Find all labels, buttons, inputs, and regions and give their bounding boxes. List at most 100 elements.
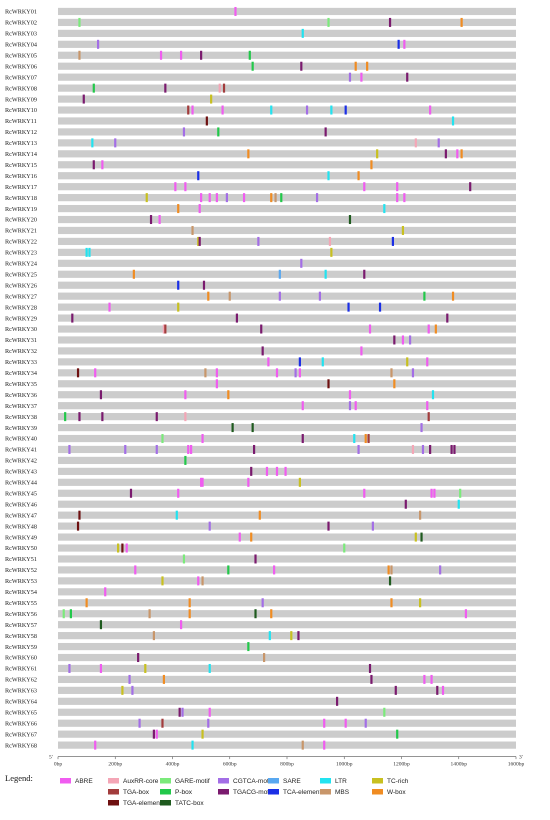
element-mark-p-box	[396, 729, 399, 739]
element-mark-abre	[94, 368, 97, 378]
element-mark-tgacg-motif	[404, 499, 407, 509]
element-mark-tgacg-motif	[202, 280, 206, 290]
gene-label: RcWRKY02	[5, 20, 37, 27]
legend-swatch	[268, 778, 279, 784]
gene-row: RcWRKY12	[5, 127, 516, 137]
element-mark-tc-rich	[197, 236, 200, 246]
promoter-bar	[58, 610, 516, 618]
element-mark-auxrr-core	[328, 236, 332, 246]
axis-tick-label: 1200bp	[393, 762, 410, 768]
gene-label: RcWRKY38	[5, 414, 37, 421]
gene-label: RcWRKY09	[5, 96, 37, 103]
element-mark-tc-rich	[376, 149, 379, 159]
element-mark-abre	[267, 357, 270, 367]
element-mark-ltr	[301, 28, 304, 38]
gene-row: RcWRKY56	[5, 609, 516, 619]
element-mark-abre	[104, 587, 107, 597]
promoter-bar	[58, 358, 516, 366]
promoter-bar	[58, 588, 516, 596]
gene-label: RcWRKY48	[5, 523, 37, 530]
promoter-bar	[58, 664, 516, 673]
element-mark-tca-element	[391, 236, 395, 246]
element-mark-tca-element	[344, 105, 347, 115]
element-mark-tc-rich	[401, 225, 405, 235]
gene-row: RcWRKY08	[5, 83, 516, 93]
element-mark-tgacg-motif	[368, 663, 372, 673]
gene-row: RcWRKY43	[5, 466, 516, 476]
element-mark-tca-element	[197, 171, 200, 181]
legend-item: CGTCA-motif	[218, 778, 272, 785]
promoter-bar	[58, 686, 516, 694]
gene-row: RcWRKY34	[5, 368, 516, 378]
element-mark-tgacg-motif	[436, 685, 439, 695]
gene-label: RcWRKY51	[5, 556, 37, 563]
element-mark-mbs	[263, 653, 266, 663]
element-mark-abre	[348, 390, 352, 400]
gene-row: RcWRKY07	[5, 72, 516, 82]
element-mark-abre	[158, 215, 161, 225]
element-mark-w-box	[250, 532, 253, 542]
element-mark-tgacg-motif	[200, 50, 203, 60]
element-mark-abre	[234, 6, 237, 16]
element-mark-tatc-box	[99, 620, 103, 630]
element-mark-cgtca-motif	[408, 335, 412, 345]
element-mark-p-box	[217, 127, 220, 137]
gene-label: RcWRKY35	[5, 381, 37, 388]
x-axis: 0bp 200bp 400bp 600bp 800bp 1000bp 1200bp 1400b…	[49, 755, 525, 768]
element-mark-gare-motif	[383, 707, 386, 717]
element-mark-tgacg-motif	[300, 61, 303, 71]
promoter-bar	[58, 555, 516, 563]
promoter-bar	[58, 303, 516, 311]
gene-row: RcWRKY55	[5, 598, 516, 608]
element-mark-abre	[201, 477, 204, 487]
gene-label: RcWRKY67	[5, 731, 37, 738]
element-mark-tc-rich	[419, 598, 422, 608]
gene-label: RcWRKY15	[5, 162, 37, 169]
legend-item: W-box	[372, 789, 406, 796]
gene-row: RcWRKY04	[5, 39, 516, 49]
element-mark-tatc-box	[251, 423, 254, 433]
gene-row: RcWRKY45	[5, 488, 516, 498]
gene-label: RcWRKY45	[5, 490, 37, 497]
element-mark-w-box	[354, 61, 357, 71]
gene-row: RcWRKY47	[5, 510, 516, 520]
gene-row: RcWRKY22	[5, 236, 516, 246]
element-mark-tgacg-motif	[198, 236, 201, 246]
gene-label: RcWRKY07	[5, 74, 37, 81]
promoter-bar	[58, 544, 516, 552]
gene-row: RcWRKY24	[5, 258, 516, 268]
element-mark-abre	[134, 565, 137, 575]
gene-label: RcWRKY04	[5, 42, 37, 49]
promoter-bar	[58, 215, 516, 224]
element-mark-cgtca-motif	[114, 138, 117, 148]
gene-row: RcWRKY29	[5, 313, 516, 323]
element-mark-tgacg-motif	[469, 182, 472, 192]
legend-item: GARE-motif	[160, 778, 210, 785]
axis-tick-label: 400bp	[166, 762, 180, 768]
element-mark-tgacg-motif	[335, 696, 339, 706]
element-mark-w-box	[270, 609, 273, 619]
element-mark-w-box	[132, 269, 135, 279]
element-mark-ltr	[270, 105, 273, 115]
element-mark-abre	[99, 663, 103, 673]
gene-label: RcWRKY49	[5, 534, 37, 541]
element-mark-tca-element	[347, 302, 350, 312]
legend-item: TC-rich	[372, 778, 409, 785]
promoter-bar	[58, 719, 516, 727]
promoter-bar	[58, 73, 516, 81]
element-mark-abre	[301, 401, 304, 411]
gene-row: RcWRKY57	[5, 620, 516, 630]
gene-row: RcWRKY25	[5, 269, 516, 279]
legend-item: AuxRR-core	[108, 778, 159, 785]
element-mark-w-box	[188, 609, 191, 619]
element-mark-tatc-box	[420, 532, 423, 542]
legend-label: MBS	[335, 789, 350, 796]
promoter-bar	[58, 402, 516, 410]
gene-row: RcWRKY58	[5, 631, 516, 641]
gene-label: RcWRKY03	[5, 31, 37, 38]
gene-row: RcWRKY31	[5, 335, 516, 345]
gene-label: RcWRKY22	[5, 239, 37, 246]
element-mark-abre	[430, 488, 433, 498]
gene-label: RcWRKY63	[5, 688, 37, 695]
